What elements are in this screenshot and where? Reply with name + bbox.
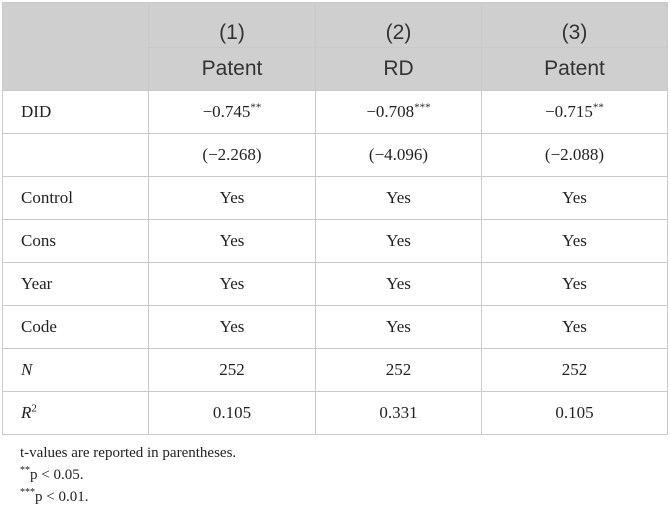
table-cell: 252 [148, 348, 316, 392]
row-label: Code [2, 305, 149, 349]
table-cell: −0.745** [148, 90, 316, 134]
r-label-superscript: 2 [31, 402, 37, 415]
regression-table-container: (1) (2) (3) Patent RD Patent DID −0.745*… [2, 2, 668, 435]
note-p05: **p < 0.05. [20, 464, 236, 486]
note-text: p < 0.01. [35, 489, 89, 505]
header-col3-variable: Patent [481, 47, 668, 91]
row-label: Cons [2, 219, 149, 263]
table-cell: 252 [481, 348, 668, 392]
table-cell: −0.708*** [315, 90, 482, 134]
table-cell: Yes [315, 262, 482, 306]
header-col2-number: (2) [315, 2, 482, 48]
coef-value: −0.745 [202, 102, 251, 121]
table-row-control: Control Yes Yes Yes [2, 176, 668, 220]
row-label: N [2, 348, 149, 392]
row-label: DID [2, 90, 149, 134]
header-col1-number: (1) [148, 2, 316, 48]
r-label: R [21, 403, 32, 422]
table-cell: 0.105 [148, 391, 316, 435]
table-cell: Yes [481, 176, 668, 220]
table-row-year: Year Yes Yes Yes [2, 262, 668, 306]
table-row-tvalues: (−2.268) (−4.096) (−2.088) [2, 133, 668, 177]
table-cell: (−2.268) [148, 133, 316, 177]
table-cell: 0.105 [481, 391, 668, 435]
table-cell: −0.715** [481, 90, 668, 134]
table-cell: Yes [481, 305, 668, 349]
header-corner-cell [2, 2, 149, 91]
table-cell: Yes [148, 305, 316, 349]
header-col3-number: (3) [481, 2, 668, 48]
coef-value: −0.715 [545, 102, 593, 121]
table-cell: Yes [481, 262, 668, 306]
note-p01: ***p < 0.01. [20, 486, 236, 508]
regression-table: (1) (2) (3) Patent RD Patent DID −0.745*… [2, 2, 668, 435]
row-label: R2 [2, 391, 149, 435]
note-tvalues: t-values are reported in parentheses. [20, 445, 237, 461]
table-cell: Yes [481, 219, 668, 263]
table-row-n: N 252 252 252 [2, 348, 668, 392]
table-cell: (−2.088) [481, 133, 668, 177]
significance-stars: *** [414, 101, 431, 114]
table-notes: t-values are reported in parentheses. **… [20, 442, 236, 508]
coef-value: −0.708 [366, 102, 415, 121]
table-cell: 252 [315, 348, 482, 392]
significance-stars: ** [250, 101, 262, 114]
table-cell: Yes [148, 262, 316, 306]
table-cell: Yes [315, 176, 482, 220]
table-row-cons: Cons Yes Yes Yes [2, 219, 668, 263]
note-text: p < 0.05. [30, 467, 84, 483]
table-cell: (−4.096) [315, 133, 482, 177]
note-stars: *** [20, 487, 35, 498]
table-cell: Yes [315, 305, 482, 349]
note-stars: ** [20, 465, 30, 476]
header-row-numbers: (1) (2) (3) [2, 2, 668, 91]
row-label: Year [2, 262, 149, 306]
row-label [2, 133, 149, 177]
table-row-r-squared: R2 0.105 0.331 0.105 [2, 391, 668, 435]
table-row-did: DID −0.745** −0.708*** −0.715** [2, 90, 668, 134]
table-cell: Yes [148, 176, 316, 220]
row-label: Control [2, 176, 149, 220]
header-col2-variable: RD [315, 47, 482, 91]
table-cell: Yes [315, 219, 482, 263]
table-cell: 0.331 [315, 391, 482, 435]
significance-stars: ** [592, 101, 604, 114]
header-row-variables: Patent RD Patent [3, 47, 668, 91]
header-col1-variable: Patent [148, 47, 316, 91]
table-cell: Yes [148, 219, 316, 263]
table-row-code: Code Yes Yes Yes [2, 305, 668, 349]
